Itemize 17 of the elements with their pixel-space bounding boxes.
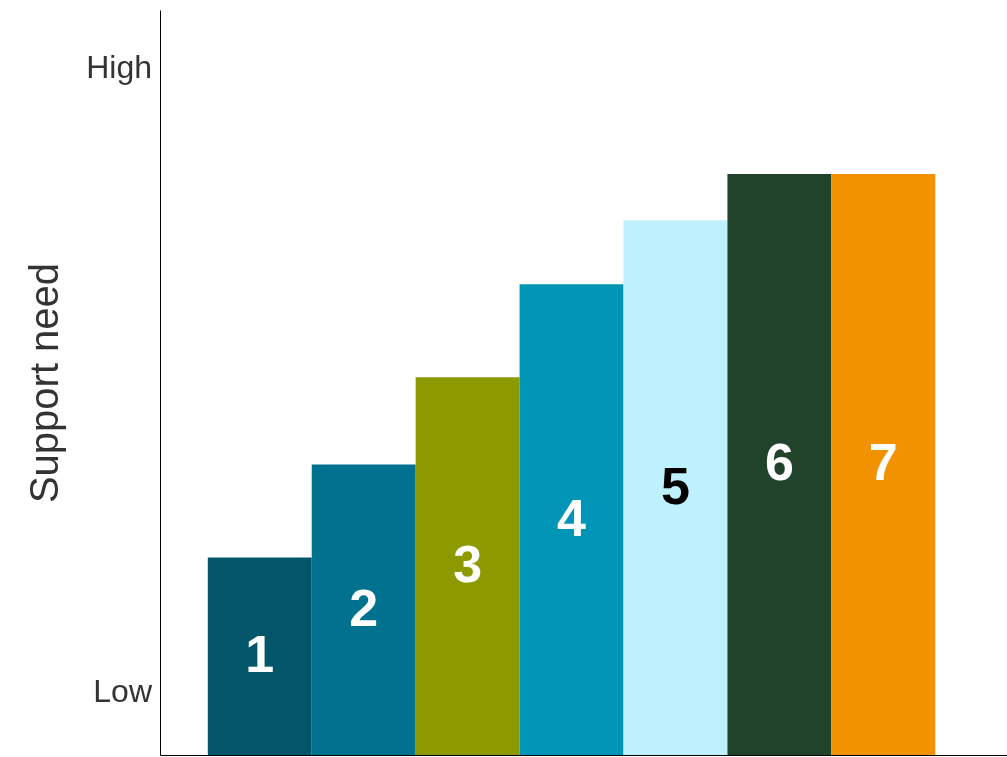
x-tick-label: 4 — [557, 488, 587, 547]
x-tick-label: 3 — [453, 535, 483, 594]
bar — [831, 173, 936, 755]
text: Low — [93, 673, 153, 709]
x-tick-label: 1 — [245, 625, 275, 684]
bar — [727, 173, 832, 755]
y-axis-title: Support need — [21, 262, 66, 504]
x-tick-label: 7 — [868, 433, 898, 492]
bar — [207, 557, 312, 755]
bar — [623, 220, 728, 755]
bar — [415, 377, 520, 755]
x-tick-label: 5 — [661, 456, 690, 515]
bar — [311, 464, 416, 755]
x-tick-label: 2 — [349, 578, 379, 637]
bar — [519, 284, 624, 755]
x-tick-label: 6 — [764, 433, 794, 492]
text: High — [86, 49, 152, 85]
